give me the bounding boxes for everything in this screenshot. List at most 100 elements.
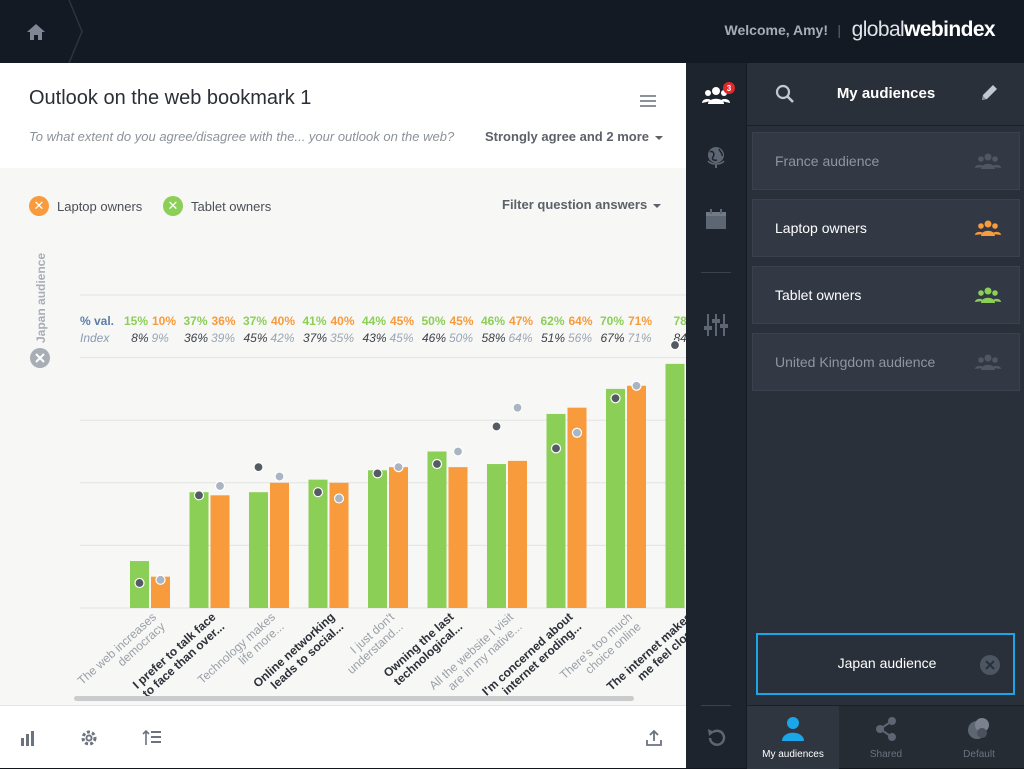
value-label-tablet: 78% bbox=[673, 314, 686, 328]
filter-answers-dropdown[interactable]: Filter question answers bbox=[502, 197, 662, 212]
index-dot-laptop bbox=[393, 462, 404, 473]
bar-tablet-owners[interactable] bbox=[487, 464, 506, 608]
breadcrumb-chevron-icon bbox=[68, 0, 83, 63]
bar-laptop-owners[interactable] bbox=[448, 467, 468, 608]
upload-icon bbox=[646, 729, 662, 746]
tab-default[interactable]: Default bbox=[933, 706, 1024, 769]
icon-rail: 3 bbox=[686, 63, 746, 768]
value-label: 62% 64% bbox=[540, 314, 592, 328]
bottom-toolbar bbox=[0, 705, 686, 768]
row-label-val: % val. bbox=[80, 314, 114, 328]
index-label-light: 64% bbox=[509, 331, 533, 345]
panel-header: My audiences bbox=[747, 63, 1024, 126]
audiences-panel: My audiences France audience Laptop owne… bbox=[746, 63, 1024, 769]
index-dot-tablet bbox=[253, 462, 264, 473]
tab-label: My audiences bbox=[762, 749, 824, 760]
bar-laptop-owners[interactable] bbox=[270, 482, 289, 608]
remove-base-audience-button[interactable] bbox=[30, 348, 50, 368]
index-label: 58% 64% bbox=[481, 331, 532, 345]
settings-button[interactable] bbox=[78, 727, 100, 749]
index-dot-tablet bbox=[431, 458, 443, 470]
audience-card-united-kingdom[interactable]: United Kingdom audience bbox=[752, 333, 1020, 391]
user-icon bbox=[782, 717, 804, 741]
index-label-light: 39% bbox=[211, 331, 235, 345]
answers-dropdown-label: Strongly agree and 2 more bbox=[485, 129, 649, 144]
bar-chart-icon bbox=[21, 731, 34, 746]
close-icon[interactable] bbox=[980, 655, 1000, 675]
default-icon bbox=[968, 718, 989, 739]
tab-my-audiences[interactable]: My audiences bbox=[747, 706, 839, 769]
selected-base-audience[interactable]: Japan audience bbox=[756, 633, 1015, 695]
main-content: Outlook on the web bookmark 1 To what ex… bbox=[0, 63, 686, 768]
home-button[interactable] bbox=[0, 0, 72, 63]
index-label-dark: 37% bbox=[303, 331, 327, 345]
index-dot-tablet bbox=[372, 468, 383, 479]
bar-tablet-owners[interactable] bbox=[189, 492, 209, 608]
bar-tablet-owners[interactable] bbox=[665, 363, 685, 608]
bar-laptop-owners[interactable] bbox=[508, 460, 527, 608]
audience-card-laptop-owners[interactable]: Laptop owners bbox=[752, 199, 1020, 257]
menu-icon[interactable] bbox=[638, 93, 658, 109]
audience-label: Tablet owners bbox=[775, 287, 862, 303]
bar-laptop-owners[interactable] bbox=[210, 495, 230, 608]
bar-chart: Japan audience % val. Index 15% 10%8% 9%37… bbox=[30, 253, 686, 696]
value-label-tablet: 37% bbox=[243, 314, 267, 328]
index-dot-tablet bbox=[134, 577, 145, 589]
bar-tablet-owners[interactable] bbox=[606, 388, 625, 608]
audience-label: Laptop owners bbox=[775, 220, 867, 236]
value-label-tablet: 70% bbox=[600, 314, 624, 328]
audience-card-tablet-owners[interactable]: Tablet owners bbox=[752, 266, 1020, 324]
welcome-text: Welcome, Amy! bbox=[724, 22, 828, 38]
audience-group-icon bbox=[975, 354, 1001, 370]
value-label-tablet: 15% bbox=[124, 314, 148, 328]
index-label-light: 71% bbox=[628, 331, 652, 345]
audience-card-france[interactable]: France audience bbox=[752, 132, 1020, 190]
globe-rail-button[interactable] bbox=[686, 127, 746, 187]
horizontal-scrollbar[interactable] bbox=[74, 696, 634, 701]
calendar-rail-button[interactable] bbox=[686, 189, 746, 249]
export-button[interactable] bbox=[643, 727, 665, 749]
answers-dropdown[interactable]: Strongly agree and 2 more bbox=[485, 129, 663, 144]
sort-button[interactable] bbox=[141, 727, 163, 749]
remove-laptop-icon[interactable]: ✕ bbox=[29, 196, 49, 216]
selected-audience-label: Japan audience bbox=[837, 655, 937, 671]
question-text: To what extent do you agree/disagree wit… bbox=[29, 129, 455, 144]
bar-laptop-owners[interactable] bbox=[389, 467, 408, 608]
tab-label: Default bbox=[963, 749, 995, 760]
home-icon bbox=[27, 23, 45, 40]
bar-tablet-owners[interactable] bbox=[249, 492, 268, 608]
legend-tablet-owners[interactable]: ✕ Tablet owners bbox=[163, 196, 271, 216]
undo-rail-button[interactable] bbox=[686, 708, 746, 768]
tab-shared[interactable]: Shared bbox=[840, 706, 932, 769]
logo-bold-text: webindex bbox=[904, 18, 995, 41]
bar-tablet-owners[interactable] bbox=[427, 451, 447, 609]
bar-laptop-owners[interactable] bbox=[627, 385, 646, 608]
base-audience-label: Japan audience bbox=[34, 253, 48, 343]
search-icon[interactable] bbox=[775, 84, 795, 104]
bar-tablet-owners[interactable] bbox=[546, 413, 566, 608]
top-bar: Welcome, Amy! | globalwebindex bbox=[0, 0, 1024, 63]
index-label-dark: 36% bbox=[184, 331, 208, 345]
bar-laptop-owners[interactable] bbox=[567, 407, 587, 608]
filters-rail-button[interactable] bbox=[686, 295, 746, 355]
bar-laptop-owners[interactable] bbox=[151, 576, 170, 608]
value-label-laptop: 71% bbox=[628, 314, 652, 328]
remove-tablet-icon[interactable]: ✕ bbox=[163, 196, 183, 216]
chevron-down-icon bbox=[653, 203, 662, 208]
bar-laptop-owners[interactable] bbox=[329, 482, 349, 608]
value-labels: 15% 10%8% 9%37% 36%36% 39%37% 40%45% 42%41% 40%… bbox=[124, 314, 686, 345]
brand-logo[interactable]: globalwebindex bbox=[852, 18, 996, 42]
chart-view-button[interactable] bbox=[17, 727, 39, 749]
pencil-icon[interactable] bbox=[979, 83, 999, 103]
value-label: 70% 71% bbox=[600, 314, 652, 328]
index-dot-laptop bbox=[512, 402, 523, 413]
index-label: 67% 71% bbox=[600, 331, 651, 345]
bar-tablet-owners[interactable] bbox=[308, 479, 328, 608]
legend-laptop-owners[interactable]: ✕ Laptop owners bbox=[29, 196, 142, 216]
audiences-rail-button[interactable]: 3 bbox=[686, 65, 746, 125]
bar-tablet-owners[interactable] bbox=[368, 470, 387, 608]
value-label-tablet: 50% bbox=[421, 314, 445, 328]
index-label: 37% 35% bbox=[303, 331, 354, 345]
value-label-laptop: 36% bbox=[212, 314, 236, 328]
